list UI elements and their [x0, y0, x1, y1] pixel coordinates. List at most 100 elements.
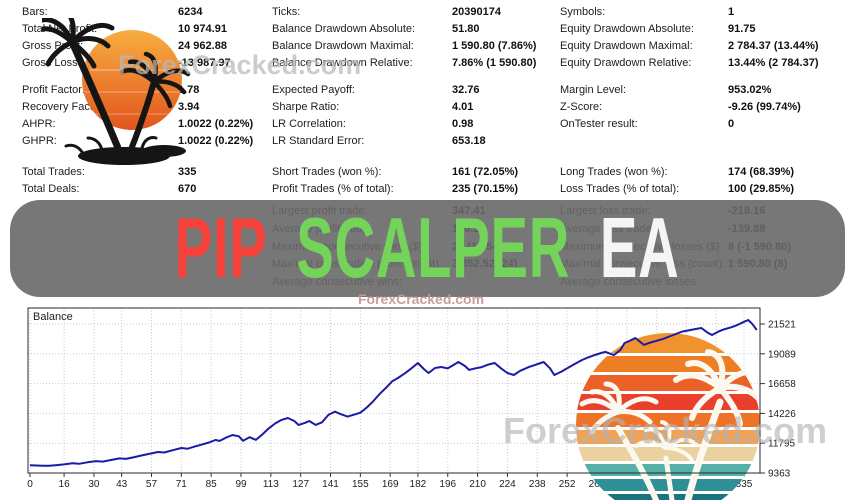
x-tick-label: 16	[59, 479, 71, 490]
stat-label: Total Trades:	[22, 166, 85, 178]
stat-label: Balance Drawdown Maximal:	[272, 40, 414, 52]
stat-value: 174 (68.39%)	[728, 166, 795, 178]
stat-label: Total Deals:	[22, 183, 80, 195]
stat-value: 653.18	[452, 135, 486, 147]
stat-label: Expected Payoff:	[272, 84, 355, 96]
stat-value: 3.94	[178, 101, 200, 113]
stats-row: Total Net Profit: 10 974.91 Balance Drawdo…	[0, 23, 850, 37]
stat-label: Balance Drawdown Relative:	[272, 57, 413, 69]
stat-value: 51.80	[452, 23, 480, 35]
stat-value: -9.26 (99.74%)	[728, 101, 801, 113]
x-tick-label: 210	[469, 479, 486, 490]
stat-label: Sharpe Ratio:	[272, 101, 340, 113]
stat-value: 2 784.37 (13.44%)	[728, 40, 819, 52]
stat-value: 91.75	[728, 23, 756, 35]
stat-value: 235 (70.15%)	[452, 183, 519, 195]
x-tick-label: 0	[27, 479, 33, 490]
x-tick-label: 266	[589, 479, 606, 490]
stat-value: 161 (72.05%)	[452, 166, 519, 178]
stat-label: Equity Drawdown Relative:	[560, 57, 692, 69]
y-tick-label: 14226	[768, 409, 796, 420]
banner-word-scalper: SCALPER	[296, 200, 571, 296]
stat-value: 7.86% (1 590.80)	[452, 57, 537, 69]
x-tick-label: 252	[559, 479, 576, 490]
stats-row: Total Trades: 335 Short Trades (won %): 161…	[0, 166, 850, 180]
stat-value: 0.98	[452, 118, 474, 130]
stat-label: Profit Factor:	[22, 84, 85, 96]
stats-row: Bars: 6234 Ticks: 20390174 Symbols: 1	[0, 6, 850, 20]
stat-value: 4.01	[452, 101, 474, 113]
palm-silhouettes	[42, 18, 191, 155]
stat-label: GHPR:	[22, 135, 57, 147]
x-tick-label: 57	[146, 479, 158, 490]
balance-chart: Balance 0 16 30 43 57 71 85 99 113 127 141 155 169 18…	[20, 300, 850, 500]
x-tick-label: 141	[322, 479, 339, 490]
stat-value: 670	[178, 183, 197, 195]
x-tick-label: 169	[382, 479, 399, 490]
stat-value: 335	[178, 166, 197, 178]
stat-value: 24 962.88	[178, 40, 227, 52]
x-tick-label: 99	[235, 479, 247, 490]
stat-value: 32.76	[452, 84, 480, 96]
x-tick-label: 238	[529, 479, 546, 490]
x-tick-label: 43	[116, 479, 128, 490]
stat-label: Profit Trades (% of total):	[272, 183, 394, 195]
stat-value: 0	[728, 118, 735, 130]
x-tick-label: 182	[410, 479, 427, 490]
stat-label: OnTester result:	[560, 118, 638, 130]
balance-line-layer	[27, 307, 761, 474]
x-tick-label: 196	[439, 479, 456, 490]
stats-row: Total Deals: 670 Profit Trades (% of total…	[0, 183, 850, 197]
palm-sunset-graphic	[42, 18, 191, 165]
x-tick-label: 113	[263, 479, 279, 490]
stat-value: 6234	[178, 6, 203, 18]
stats-row: Gross Profit: 24 962.88 Balance Drawdown M…	[0, 40, 850, 54]
x-tick-label: 85	[206, 479, 218, 490]
x-tick-label: 71	[176, 479, 188, 490]
stats-row: Recovery Factor: 3.94 Sharpe Ratio: 4.01 Z-S…	[0, 101, 850, 115]
stat-label: Short Trades (won %):	[272, 166, 382, 178]
stat-label: Equity Drawdown Absolute:	[560, 23, 694, 35]
stat-label: Balance Drawdown Absolute:	[272, 23, 416, 35]
y-tick-label: 19089	[768, 349, 796, 360]
stat-label: Margin Level:	[560, 84, 627, 96]
stat-label: Total Net Profit:	[22, 23, 98, 35]
stat-value: 1 590.80 (7.86%)	[452, 40, 537, 52]
x-tick-label: 127	[292, 479, 309, 490]
banner-word-ea: EA	[600, 200, 680, 296]
stats-row: GHPR: 1.0022 (0.22%) LR Standard Error: 653…	[0, 135, 850, 149]
stat-label: Bars:	[22, 6, 48, 18]
stats-row: Profit Factor: 1.78 Expected Payoff: 32.76 M…	[0, 84, 850, 98]
stat-value: -13 987.97	[178, 57, 231, 69]
y-tick-label: 21521	[768, 320, 796, 331]
x-tick-label: 155	[352, 479, 369, 490]
y-tick-label: 9363	[768, 469, 791, 480]
stat-value: 20390174	[452, 6, 501, 18]
stat-label: LR Standard Error:	[272, 135, 365, 147]
stat-label: Equity Drawdown Maximal:	[560, 40, 693, 52]
stat-label: Symbols:	[560, 6, 606, 18]
stat-value: 100 (29.85%)	[728, 183, 795, 195]
stat-label: Long Trades (won %):	[560, 166, 668, 178]
stat-label: AHPR:	[22, 118, 56, 130]
chart-series-label: Balance	[33, 311, 73, 323]
stat-value: 10 974.91	[178, 23, 227, 35]
y-tick-label: 11795	[768, 439, 796, 450]
title-banner: PIP SCALPER EA	[10, 200, 845, 297]
x-tick-label: 224	[499, 479, 516, 490]
stat-label: Loss Trades (% of total):	[560, 183, 680, 195]
balance-plot: 0 16 30 43 57 71 85 99 113 127 141 155 169 182 196 210 2…	[27, 307, 796, 500]
banner-word-pip: PIP	[175, 200, 267, 296]
stats-row: AHPR: 1.0022 (0.22%) LR Correlation: 0.98 On…	[0, 118, 850, 132]
stat-label: Z-Score:	[560, 101, 603, 113]
x-tick-label: 335	[736, 479, 753, 490]
stat-value: 13.44% (2 784.37)	[728, 57, 819, 69]
y-tick-label: 16658	[768, 379, 796, 390]
stat-value: 1.0022 (0.22%)	[178, 118, 254, 130]
stat-label: Ticks:	[272, 6, 301, 18]
stat-label: LR Correlation:	[272, 118, 346, 130]
banner-title: PIP SCALPER EA	[175, 205, 680, 291]
sun-circle	[82, 30, 182, 130]
stat-value: 1.0022 (0.22%)	[178, 135, 254, 147]
